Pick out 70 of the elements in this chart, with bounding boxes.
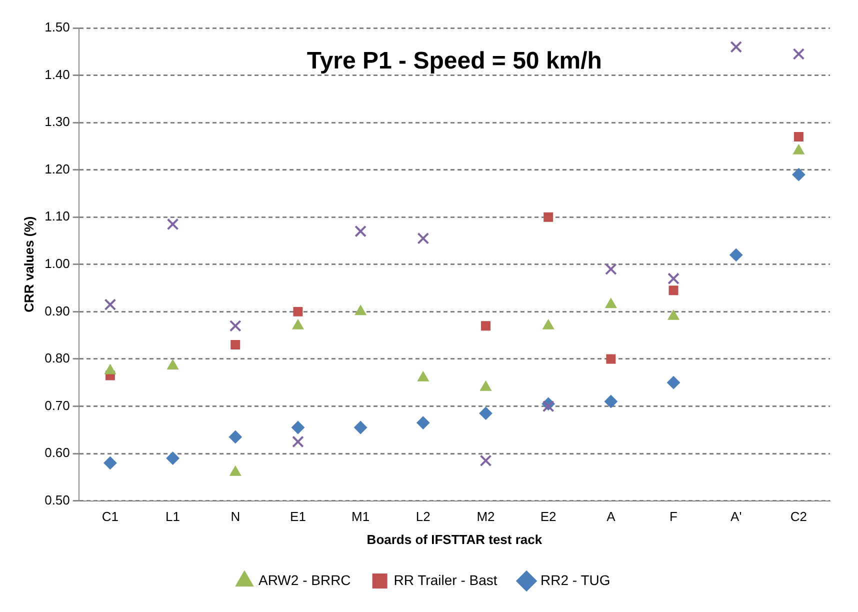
y-tick-label: 1.30 [44, 114, 70, 130]
point [730, 248, 743, 262]
point [292, 319, 304, 330]
point [668, 286, 678, 296]
x-tick-label: M1 [352, 509, 370, 524]
text: Tyre P1 - Speed = 50 km/h [306, 48, 602, 75]
x-tick-label: F [670, 509, 678, 524]
point [291, 421, 304, 434]
point [354, 305, 366, 316]
point [104, 298, 116, 311]
point [793, 144, 804, 154]
x-tick-label: C2 [790, 509, 808, 524]
point [293, 306, 303, 316]
point [792, 48, 805, 60]
x-axis-title: Boards of IFSTTAR test rack [366, 532, 543, 547]
x-tick-label: L2 [416, 509, 430, 524]
x-tick-label: A' [730, 509, 742, 524]
point [794, 132, 804, 142]
point [542, 400, 554, 412]
point [228, 430, 242, 444]
y-axis-title: CRR values (%) [21, 216, 36, 312]
y-tick-label: 1.40 [44, 66, 70, 82]
point [479, 406, 492, 420]
point [166, 452, 180, 465]
x-tick-label: E1 [290, 509, 306, 524]
y-tick-label: 0.90 [44, 303, 70, 318]
point [480, 454, 492, 467]
point [730, 40, 742, 53]
x-tick-label: M2 [476, 509, 495, 524]
point [667, 376, 680, 390]
y-tick-label: 1.50 [44, 20, 70, 35]
point [167, 360, 178, 370]
legend-label: ARW2 - BRRC [258, 572, 351, 588]
point [417, 232, 430, 244]
point [542, 319, 554, 330]
y-tick-label: 0.80 [44, 350, 70, 366]
point [668, 310, 680, 320]
x-tick-label: C1 [102, 509, 119, 524]
point [229, 320, 242, 332]
y-tick-label: 1.10 [44, 208, 70, 224]
point [354, 421, 368, 434]
y-tick-label: 0.70 [44, 398, 70, 413]
point [668, 272, 680, 285]
legend-label: RR2 - TUG [540, 572, 610, 588]
point [230, 340, 240, 350]
legend-label: RR Trailer - Bast [394, 572, 498, 588]
point [292, 436, 304, 448]
point [544, 212, 554, 222]
y-tick-label: 0.50 [44, 492, 70, 508]
y-tick-label: 1.20 [44, 161, 70, 176]
x-tick-label: N [230, 509, 240, 524]
point [480, 380, 492, 391]
point [481, 321, 490, 331]
point [604, 395, 618, 408]
point [792, 168, 806, 182]
point [416, 416, 430, 430]
point [230, 466, 242, 476]
point [605, 298, 617, 308]
point [104, 456, 117, 470]
x-tick-label: E2 [540, 509, 556, 524]
point [604, 263, 617, 276]
point [417, 371, 429, 382]
x-tick-label: L1 [166, 509, 180, 524]
point [104, 364, 116, 374]
point [606, 354, 616, 364]
x-tick-label: A [606, 509, 616, 524]
y-tick-label: 0.60 [44, 445, 70, 460]
y-tick-label: 1.00 [44, 256, 70, 271]
point [354, 225, 367, 238]
point [166, 218, 179, 230]
